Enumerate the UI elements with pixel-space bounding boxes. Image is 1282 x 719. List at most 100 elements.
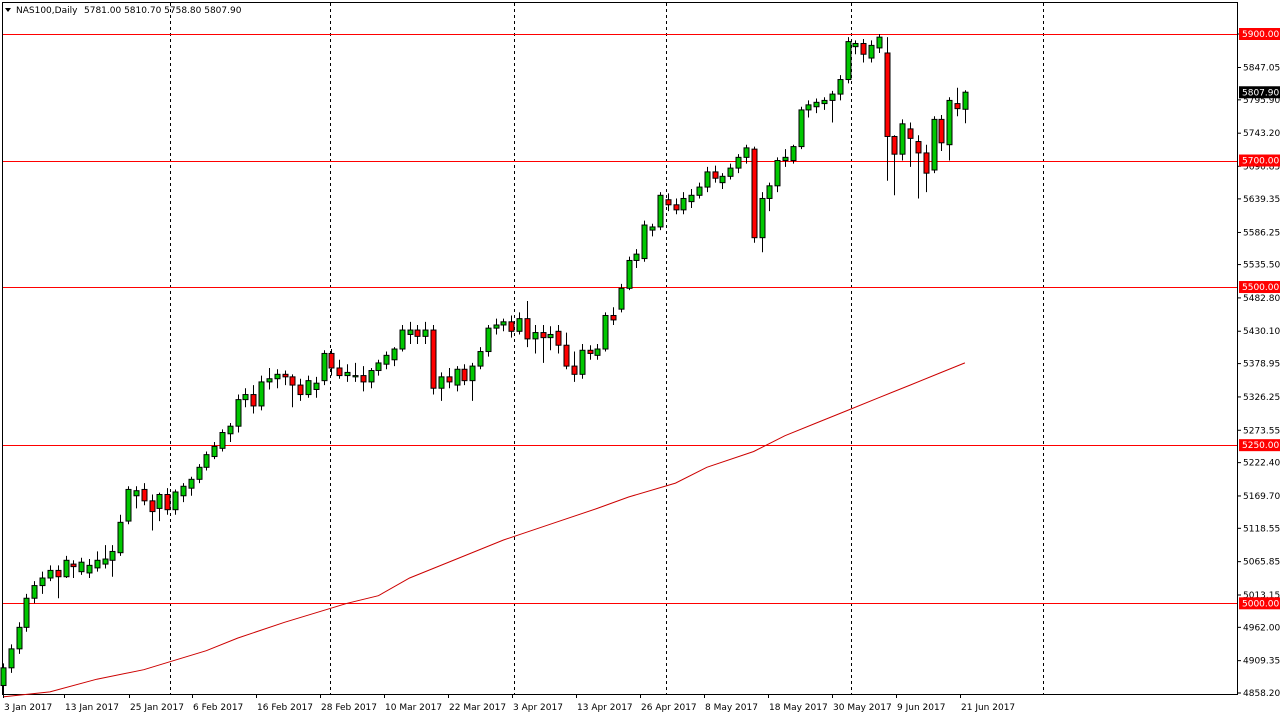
candle-body xyxy=(899,123,906,155)
candle-body xyxy=(63,559,70,578)
candle xyxy=(774,157,781,193)
candle xyxy=(829,90,836,123)
candle xyxy=(938,114,945,152)
candle-body xyxy=(94,559,101,569)
price-label: 5847.05 xyxy=(1243,63,1280,73)
candle xyxy=(946,97,953,161)
current-price-label: 5807.90 xyxy=(1239,86,1280,99)
plot-area xyxy=(2,2,1238,695)
level-label-text: 5000.00 xyxy=(1242,599,1279,609)
level-label-box xyxy=(1239,281,1280,294)
candle xyxy=(516,312,523,335)
candle-body xyxy=(438,376,445,389)
candle-body xyxy=(618,287,625,310)
candle-body xyxy=(258,381,265,407)
candle-body xyxy=(938,118,945,144)
price-label: 5378.95 xyxy=(1243,360,1280,370)
price-label: 5273.55 xyxy=(1243,426,1280,436)
candle-body xyxy=(477,351,484,367)
candle xyxy=(555,324,562,354)
candle xyxy=(751,146,758,243)
candle-body xyxy=(55,569,62,578)
candle-body xyxy=(446,376,453,383)
candle-body xyxy=(305,380,312,396)
candle-body xyxy=(798,109,805,148)
candle-body xyxy=(540,332,547,339)
price-label: 5639.35 xyxy=(1243,195,1280,205)
candle-body xyxy=(102,558,109,565)
candle xyxy=(305,375,312,398)
candle xyxy=(203,451,210,471)
candle xyxy=(313,376,320,398)
candle-body xyxy=(344,371,351,377)
candle-body xyxy=(727,167,734,177)
candle-body xyxy=(39,577,46,587)
candle xyxy=(31,581,38,604)
candle xyxy=(493,318,500,335)
candle xyxy=(227,423,234,443)
candle-body xyxy=(845,41,852,81)
candle-body xyxy=(829,93,836,101)
candle xyxy=(649,223,656,237)
price-label: 5169.70 xyxy=(1243,492,1280,502)
candle xyxy=(688,188,695,208)
candle-body xyxy=(860,42,867,55)
date-label: 9 Jun 2017 xyxy=(897,703,945,713)
candle-body xyxy=(430,329,437,389)
candle-body xyxy=(532,332,539,340)
candle-body xyxy=(368,370,375,383)
candle-body xyxy=(156,494,163,509)
candle-body xyxy=(704,171,711,188)
candle xyxy=(508,315,515,338)
candle xyxy=(47,565,54,582)
candle xyxy=(274,369,281,389)
candle xyxy=(782,149,789,167)
candle xyxy=(485,324,492,357)
level-label-text: 5250.00 xyxy=(1242,441,1279,451)
candle-body xyxy=(313,382,320,390)
level-label-box xyxy=(1239,154,1280,167)
candle-body xyxy=(109,550,116,561)
candle-body xyxy=(407,329,414,335)
candle xyxy=(375,359,382,376)
candle xyxy=(813,98,820,114)
date-label: 8 May 2017 xyxy=(705,703,758,713)
date-label: 25 Jan 2017 xyxy=(130,703,184,713)
candle-body xyxy=(931,118,938,171)
candle-body xyxy=(782,156,789,162)
candle xyxy=(798,106,805,150)
candle-body xyxy=(422,329,429,337)
candle-body xyxy=(70,563,77,568)
current-price-box xyxy=(1239,86,1280,99)
candle xyxy=(188,476,195,496)
candle xyxy=(258,375,265,411)
candle-body xyxy=(266,378,273,383)
candle xyxy=(180,483,187,503)
candle-body xyxy=(352,375,359,378)
collapse-triangle-icon[interactable] xyxy=(5,8,11,12)
date-label: 3 Apr 2017 xyxy=(513,703,563,713)
current-price-text: 5807.90 xyxy=(1242,88,1279,98)
candle xyxy=(469,362,476,401)
date-label: 6 Feb 2017 xyxy=(193,703,243,713)
candle xyxy=(219,429,226,452)
candle-body xyxy=(125,488,132,522)
candle-body xyxy=(211,445,218,458)
candle-body xyxy=(516,318,523,332)
candle xyxy=(602,312,609,352)
price-label: 5795.90 xyxy=(1243,96,1280,106)
candle xyxy=(446,367,453,389)
candle xyxy=(915,135,922,199)
candle xyxy=(852,40,859,55)
date-label: 26 Apr 2017 xyxy=(641,703,697,713)
candle-body xyxy=(391,348,398,361)
date-label: 28 Feb 2017 xyxy=(321,703,377,713)
candle xyxy=(931,116,938,174)
candle xyxy=(344,364,351,382)
candle-body xyxy=(657,194,664,228)
candle xyxy=(360,366,367,392)
candle xyxy=(532,324,539,354)
candle xyxy=(164,488,171,515)
candle xyxy=(0,663,7,695)
